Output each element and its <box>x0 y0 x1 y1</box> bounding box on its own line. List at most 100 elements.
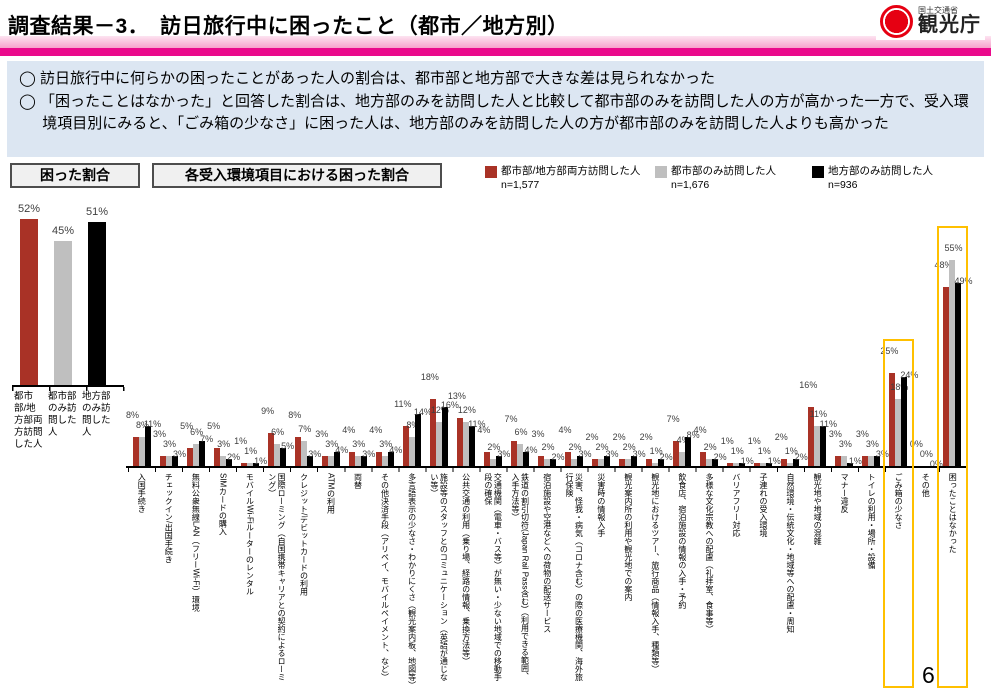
bar <box>354 455 361 467</box>
bar <box>144 425 151 467</box>
bar-value-label: 3% <box>173 448 187 459</box>
bar-value-label: 9% <box>261 406 275 417</box>
bar-value-label: 8% <box>288 409 302 420</box>
bar <box>760 463 767 467</box>
legend-n: n=1,676 <box>671 178 710 191</box>
category-label-text: 国際ローミング（自国携帯キャリアとの契約によるローミング） <box>267 473 287 681</box>
bar <box>901 376 908 467</box>
category-label-text: モバイルWi-Fiルーターのレンタル <box>245 473 255 596</box>
bar-value-label: 49% <box>954 275 973 286</box>
category-label-text: 入国手続き <box>137 473 147 513</box>
bar <box>679 451 686 467</box>
bar <box>132 436 139 467</box>
category-label: 観光案内所の利用や観光地での案内 <box>615 473 642 688</box>
bar <box>495 455 502 467</box>
category-label: ATMの利用 <box>317 473 344 688</box>
bar-value-label: 4% <box>335 444 349 455</box>
legend-item-rural-only: 地方部のみ訪問した人 n=936 <box>812 165 933 192</box>
bar-value-label: 3% <box>855 428 869 439</box>
bar-value-label: 11% <box>809 408 827 419</box>
tourism-agency-logo: 国土交通省 観光庁 <box>876 3 985 40</box>
bar-value-label: 18% <box>420 372 439 383</box>
category-label: 交通機関（電車・バス等）が無い・少ない地域での移動手段の確保 <box>479 473 506 688</box>
logo-ministry-text: 国土交通省 <box>918 5 958 15</box>
bar <box>219 455 226 467</box>
bar <box>673 440 680 467</box>
bar-value-label: 3% <box>217 438 231 449</box>
category-label-text: ATMの利用 <box>326 473 336 514</box>
bar-value-label: 1% <box>244 446 258 457</box>
category-label-text: 観光案内所の利用や観光地での案内 <box>623 473 633 601</box>
category-label-text: 両替 <box>353 473 363 489</box>
bar <box>592 459 599 467</box>
bar-value-label: 3% <box>578 448 592 459</box>
bar-value-label: 3% <box>865 438 879 449</box>
category-label-text: 観光地や地域の混雑 <box>813 473 823 545</box>
bar-value-label: 3% <box>838 438 852 449</box>
highlight-box <box>936 226 968 688</box>
category-label: バリアフリー対応 <box>723 473 750 688</box>
bar-value-label: 2% <box>713 452 727 463</box>
bar <box>522 451 529 467</box>
bar-value-label: 3% <box>163 438 177 449</box>
category-label-text: 困ったことはなかった <box>948 473 958 553</box>
bar <box>808 406 815 467</box>
bar-value-label: 7% <box>666 413 680 424</box>
legend-swatch-rural <box>812 166 824 178</box>
bar-value-label: 25% <box>880 346 899 356</box>
bar-value-label: 3% <box>497 448 511 459</box>
category-label: ごみ箱の少なさ <box>885 473 912 688</box>
mini-category-label: 都市部/地方部両方訪問した人 <box>14 391 43 450</box>
bar-value-label: 3% <box>325 438 339 449</box>
bar <box>727 463 734 467</box>
bar-value-label: 1% <box>767 456 781 467</box>
bar <box>814 425 821 467</box>
bar-value-label: 7% <box>200 433 214 444</box>
bar <box>943 286 950 467</box>
bar <box>652 463 659 467</box>
bar-value-label: 1% <box>730 446 744 457</box>
bar-value-label: 1% <box>649 446 663 457</box>
title-band-light <box>0 36 991 48</box>
bar <box>766 463 773 467</box>
bar <box>841 455 848 467</box>
bar <box>706 459 713 467</box>
bar <box>246 463 253 467</box>
category-label: 子連れの受入環境 <box>750 473 777 688</box>
category-label-text: その他 <box>921 473 931 497</box>
main-axis-line <box>126 466 968 468</box>
bar <box>171 455 178 467</box>
bar <box>468 425 475 467</box>
legend-label: 都市部のみ訪問した人 <box>671 165 776 177</box>
bar-value-label: 6% <box>271 427 285 438</box>
bar <box>889 373 896 467</box>
bar <box>360 455 367 467</box>
bullet-item: ◯ 訪日旅行中に何らかの困ったことがあった人の割合は、都市部と地方部で大きな差は… <box>19 70 715 87</box>
mini-bar-value-label: 52% <box>17 202 41 215</box>
category-label: 観光地や地域の混雑 <box>804 473 831 688</box>
bar <box>198 440 205 467</box>
bar <box>279 448 286 467</box>
bullet-item: ◯ 「困ったことはなかった」と回答した割合は、地方部のみを訪問した人と比較して都… <box>19 92 969 133</box>
bar-value-label: 11% <box>394 398 412 409</box>
bar <box>252 463 259 467</box>
category-label-text: 公共交通の利用（乗り場、経路の情報、乗換方法等） <box>461 473 471 665</box>
mini-category-label: 地方部のみ訪問した人 <box>82 391 111 438</box>
legend-swatch-urban <box>655 166 667 178</box>
bar <box>186 448 193 467</box>
bar-value-label: 8% <box>686 429 700 440</box>
category-label-text: 災害時の情報入手 <box>596 473 606 537</box>
bar <box>793 459 800 467</box>
bar-value-label: 18% <box>890 382 909 393</box>
category-label-text: 自然環境・伝統文化・地域等への配慮・周知 <box>786 473 796 633</box>
mini-axis-line <box>12 385 124 387</box>
page-number: 6 <box>922 662 935 688</box>
category-label-text: 飲食店、宿泊施設の情報の入手・予約 <box>677 473 687 609</box>
category-label: SIMカードの購入 <box>209 473 236 688</box>
category-label: 宿泊施設や空港などへの荷物の配送サービス <box>533 473 560 688</box>
bar-value-label: 4% <box>477 424 491 435</box>
category-label-text: バリアフリー対応 <box>731 473 741 537</box>
category-label-text: 子連れの受入環境 <box>759 473 768 537</box>
